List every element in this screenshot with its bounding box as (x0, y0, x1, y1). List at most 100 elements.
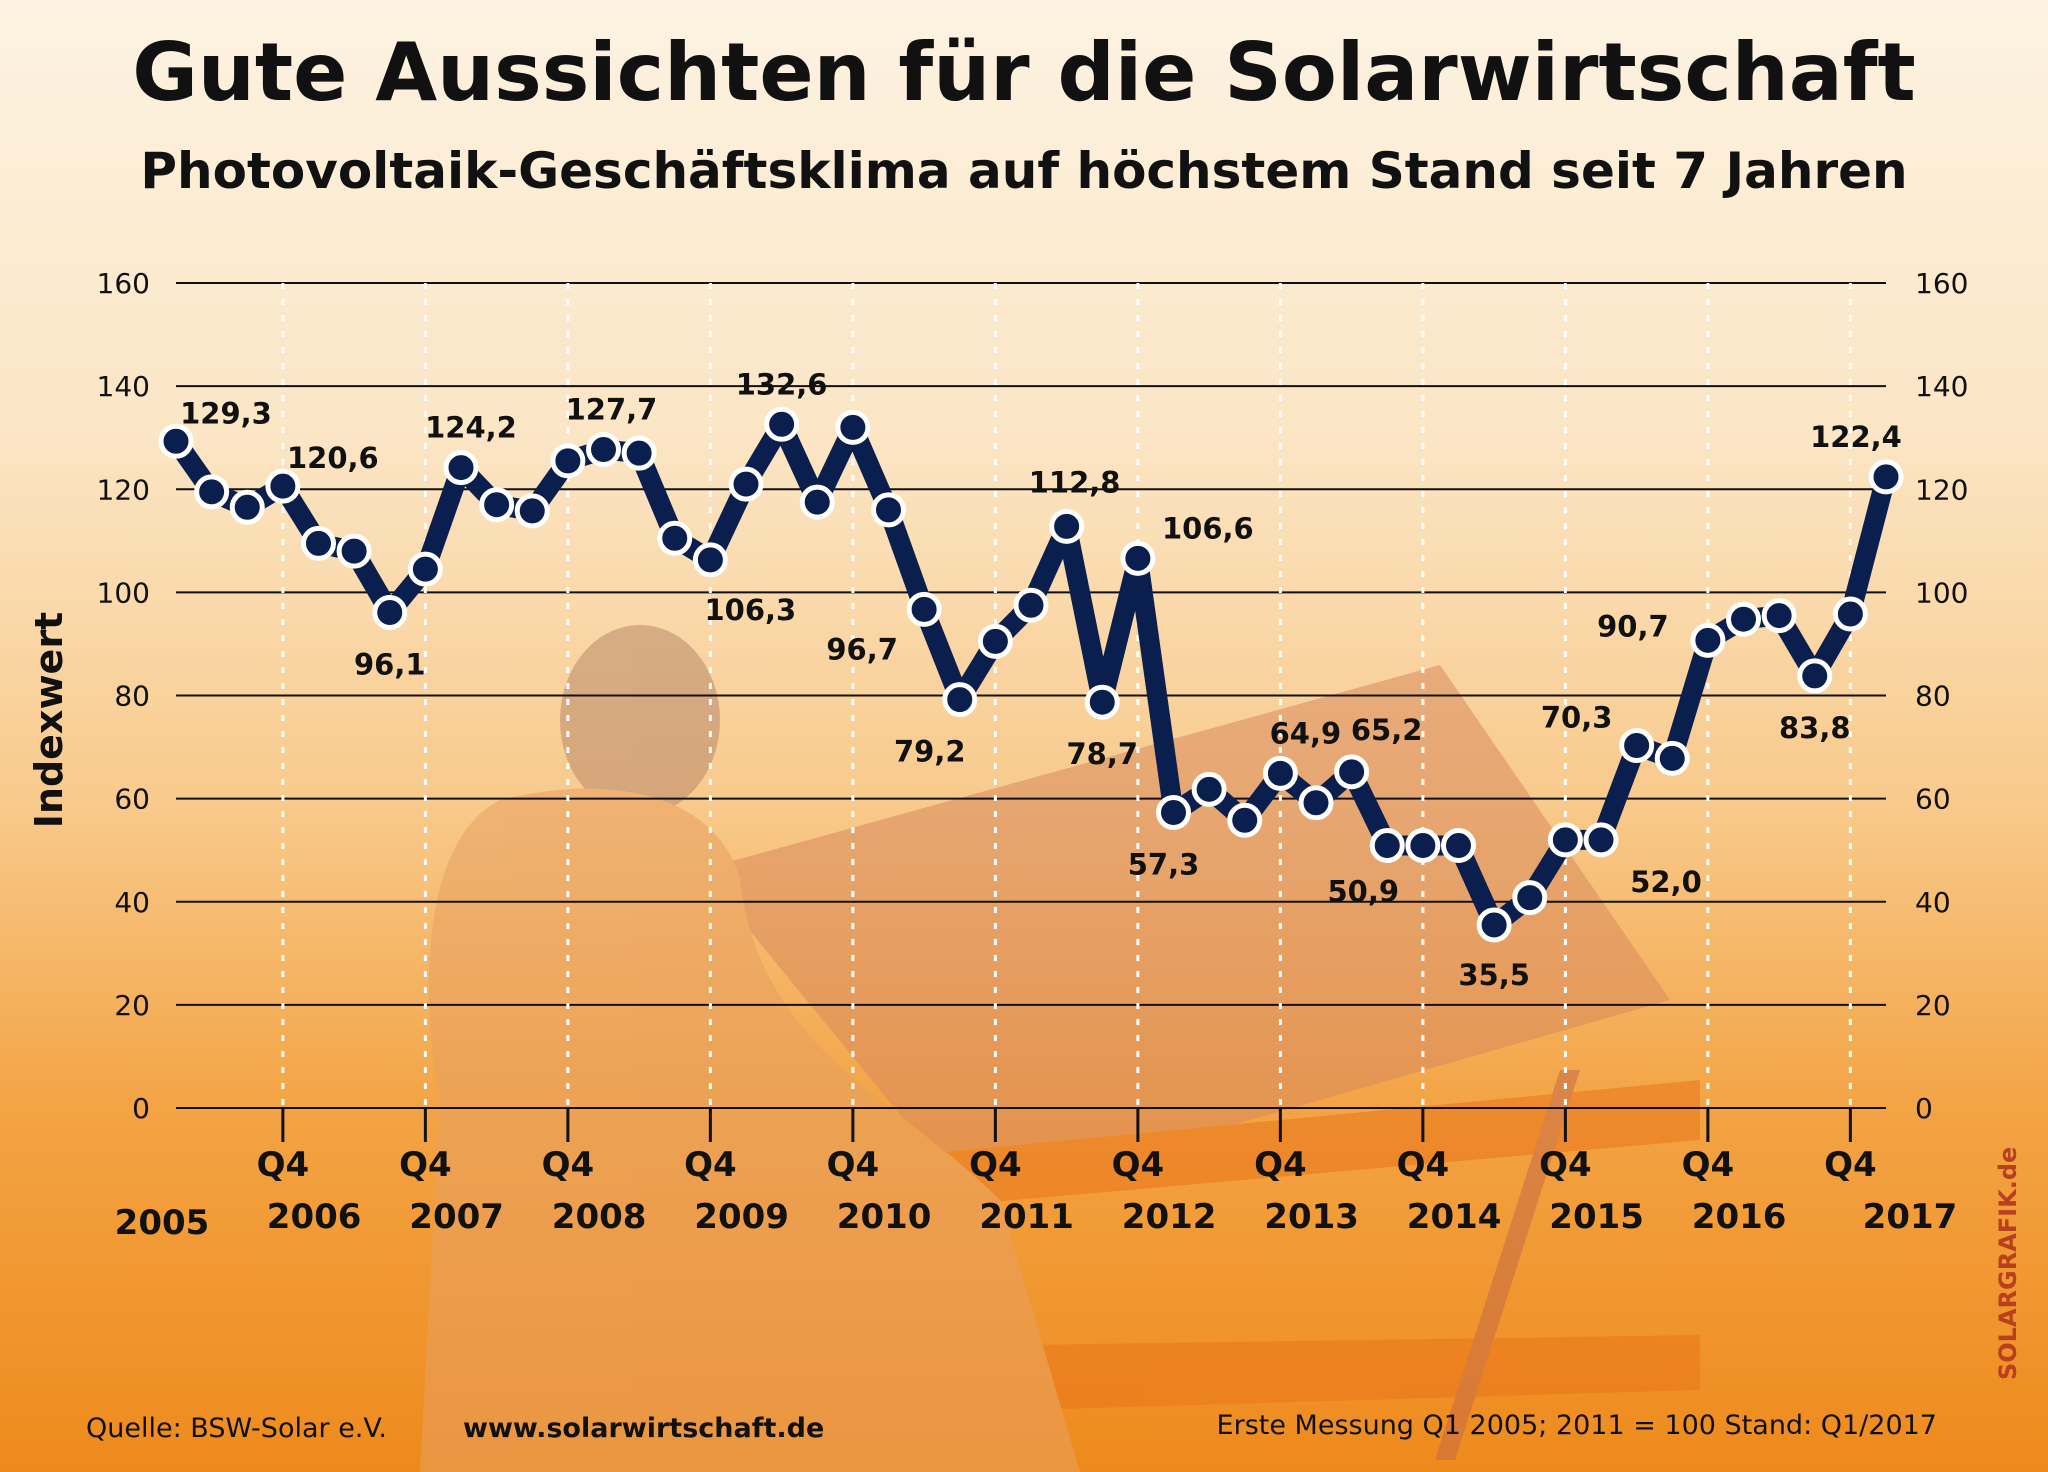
data-point (514, 493, 550, 529)
data-point (1298, 785, 1334, 821)
data-point (1547, 822, 1583, 858)
data-label: 112,8 (1029, 465, 1121, 499)
data-point (1013, 587, 1049, 623)
data-point (977, 623, 1013, 659)
data-point (301, 525, 336, 561)
data-label: 79,2 (894, 735, 966, 769)
y-axis-label: Indexwert (27, 612, 71, 828)
y-tick-left-140: 140 (97, 370, 150, 403)
data-point (1797, 658, 1833, 694)
y-tick-left-120: 120 (97, 473, 150, 506)
data-point (1334, 754, 1370, 790)
panel-rail (860, 1080, 1700, 1210)
data-point (229, 489, 265, 525)
data-point (799, 484, 835, 520)
data-label: 129,3 (180, 396, 272, 430)
data-point (1619, 728, 1655, 764)
x-tick-q4: Q4 (1112, 1145, 1165, 1185)
y-tick-left-160: 160 (97, 267, 150, 300)
x-year-label-2012: 2012 (1122, 1197, 1217, 1237)
data-point (550, 443, 586, 479)
x-tick-q4: Q4 (399, 1145, 452, 1185)
x-year-label-2011: 2011 (979, 1197, 1074, 1237)
x-year-label-2007: 2007 (409, 1197, 504, 1237)
data-label: 124,2 (425, 411, 517, 445)
x-tick-q4: Q4 (542, 1145, 595, 1185)
x-year-label-2006: 2006 (267, 1197, 362, 1237)
data-point (657, 520, 693, 556)
data-point (942, 682, 978, 718)
data-label: 65,2 (1351, 713, 1423, 747)
data-point (265, 468, 301, 504)
data-point (1868, 459, 1904, 495)
data-point (1476, 907, 1512, 943)
source-text: Quelle: BSW-Solar e.V. (86, 1413, 387, 1444)
y-tick-right-160: 160 (1915, 267, 1968, 300)
y-tick-left-40: 40 (114, 886, 150, 919)
data-point (835, 409, 871, 445)
data-point (1191, 771, 1227, 807)
x-year-label-2014: 2014 (1407, 1197, 1502, 1237)
data-point (1049, 508, 1085, 544)
data-label: 83,8 (1779, 711, 1851, 745)
data-label: 132,6 (736, 367, 828, 401)
data-label: 90,7 (1597, 609, 1669, 643)
data-point (1832, 596, 1868, 632)
y-tick-right-100: 100 (1915, 576, 1968, 609)
chart-data-labels: 129,3 120,6 96,1 124,2 127,7 106,3 132,6 96,7 79… (180, 367, 1902, 992)
data-label: 35,5 (1458, 958, 1530, 992)
data-point (1369, 828, 1405, 864)
data-point (692, 542, 728, 578)
y-tick-right-140: 140 (1915, 370, 1968, 403)
x-tick-q4: Q4 (684, 1145, 737, 1185)
x-tick-q4: Q4 (1254, 1145, 1307, 1185)
panel-strut (1435, 1070, 1580, 1460)
x-tick-q4: Q4 (1824, 1145, 1877, 1185)
x-tick-q4: Q4 (1397, 1145, 1450, 1185)
data-label: 78,7 (1066, 737, 1138, 771)
data-point (1690, 622, 1726, 658)
y-tick-right-80: 80 (1915, 680, 1951, 713)
data-point (1761, 598, 1797, 634)
x-tick-q4: Q4 (257, 1145, 310, 1185)
chart-subtitle: Photovoltaik-Geschäftsklima auf höchstem… (140, 142, 1907, 200)
data-point (1583, 822, 1619, 858)
data-label: 127,7 (566, 393, 658, 427)
data-point (1512, 880, 1548, 916)
data-point (1262, 755, 1298, 791)
measurement-note: Erste Messung Q1 2005; 2011 = 100 Stand:… (1217, 1410, 1937, 1441)
y-tick-right-0: 0 (1915, 1092, 1933, 1125)
data-label: 57,3 (1128, 848, 1200, 882)
worker-head (560, 625, 720, 815)
data-point (1654, 740, 1690, 776)
data-label: 122,4 (1810, 420, 1902, 454)
x-tick-q4: Q4 (1682, 1145, 1735, 1185)
x-tick-q4: Q4 (969, 1145, 1022, 1185)
website-link[interactable]: www.solarwirtschaft.de (463, 1413, 824, 1444)
data-label: 70,3 (1541, 701, 1613, 735)
data-point (586, 432, 621, 468)
y-tick-left-80: 80 (114, 680, 150, 713)
data-label: 64,9 (1270, 716, 1342, 750)
y-tick-right-120: 120 (1915, 473, 1968, 506)
brand-watermark: SOLARGRAFIK.de (1994, 1147, 2022, 1380)
data-label: 106,3 (705, 593, 797, 627)
x-year-label-2005: 2005 (115, 1203, 210, 1243)
y-tick-left-20: 20 (114, 989, 150, 1022)
data-label: 96,7 (826, 632, 898, 666)
data-point (336, 533, 372, 569)
y-tick-right-40: 40 (1915, 886, 1951, 919)
data-point (764, 406, 800, 442)
data-point (372, 594, 408, 630)
y-tick-right-20: 20 (1915, 989, 1951, 1022)
x-year-label-2015: 2015 (1549, 1197, 1644, 1237)
data-point (1084, 684, 1120, 720)
data-point (621, 435, 657, 471)
data-point (158, 423, 194, 459)
data-point (407, 551, 443, 587)
data-point (479, 487, 515, 523)
data-point (1156, 795, 1191, 831)
data-label: 50,9 (1327, 875, 1399, 909)
